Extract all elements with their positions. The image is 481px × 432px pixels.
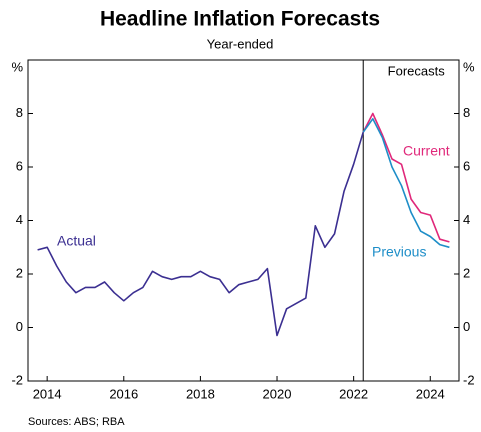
series-line (362, 118, 450, 249)
forecast-label: Forecasts (388, 63, 446, 78)
series-line (37, 131, 364, 337)
series-label: Current (403, 143, 450, 159)
series-line (362, 112, 450, 243)
series-label: Previous (372, 244, 426, 260)
y2-tick-label: 0 (463, 319, 470, 334)
y2-tick-label: 6 (463, 158, 470, 173)
y-tick-label: 4 (16, 212, 23, 227)
y-tick-label: % (11, 59, 23, 74)
x-tick-label: 2016 (109, 386, 138, 401)
y2-tick-label: 2 (463, 265, 470, 280)
plot-frame (27, 59, 460, 382)
y-tick-label: 8 (16, 105, 23, 120)
y2-tick-label: 4 (463, 212, 470, 227)
y-tick-label: 2 (16, 265, 23, 280)
series-label: Actual (57, 233, 96, 249)
x-tick-label: 2024 (416, 386, 445, 401)
y2-tick-label: % (463, 59, 475, 74)
x-tick-label: 2014 (33, 386, 62, 401)
source-note: Sources: ABS; RBA (28, 416, 125, 428)
y2-tick-label: 8 (463, 105, 470, 120)
y-tick-label: 6 (16, 158, 23, 173)
chart-title: Headline Inflation Forecasts (100, 8, 380, 31)
x-tick-label: 2018 (186, 386, 215, 401)
y-tick-label: -2 (11, 372, 23, 387)
x-tick-label: 2020 (263, 386, 292, 401)
y-tick-label: 0 (16, 319, 23, 334)
x-tick-label: 2022 (339, 386, 368, 401)
chart-subtitle: Year-ended (207, 36, 274, 51)
y2-tick-label: -2 (463, 372, 475, 387)
